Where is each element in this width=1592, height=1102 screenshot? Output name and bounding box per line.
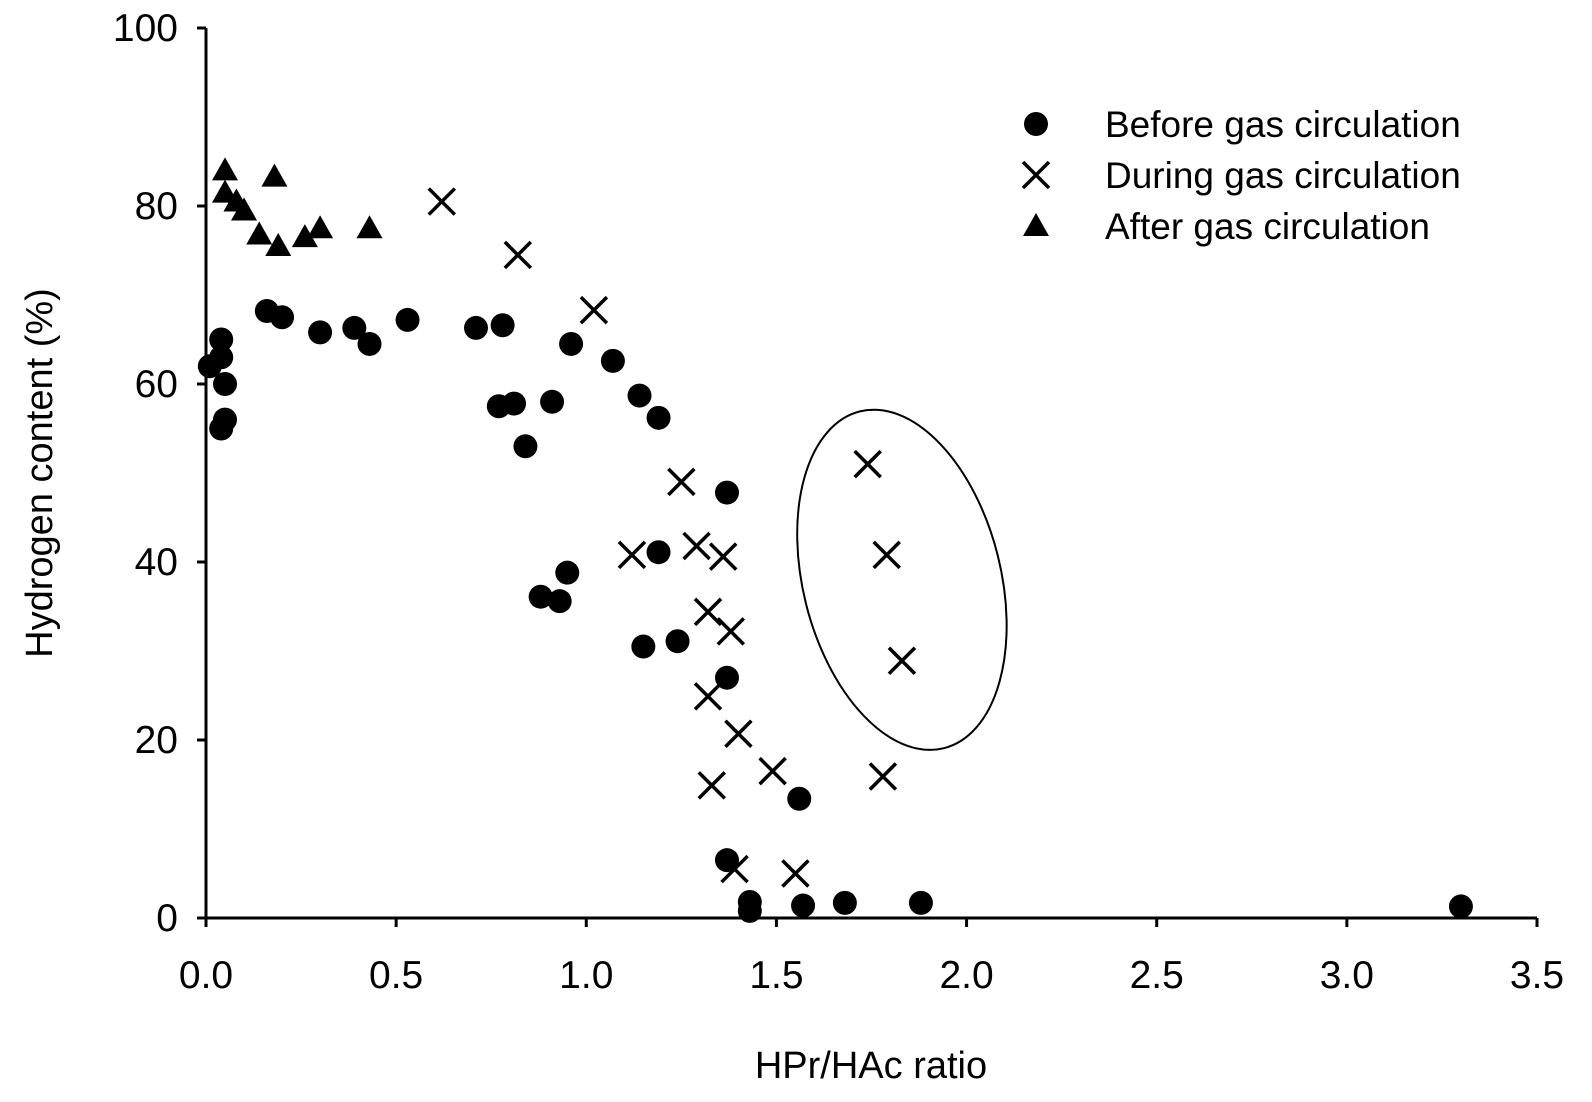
data-point-circle — [209, 416, 234, 441]
data-point-cross — [868, 762, 898, 791]
legend-marker-circle — [1024, 112, 1048, 136]
data-point-triangle — [261, 163, 288, 187]
y-ticks: 0 20 40 60 80 100 — [113, 7, 206, 940]
series-circle — [197, 299, 1473, 923]
data-point-circle — [555, 560, 580, 585]
highlight-ellipse — [796, 408, 1008, 751]
legend-marker-cross — [1021, 160, 1051, 190]
data-point-circle — [600, 348, 625, 373]
data-point-circle — [791, 893, 816, 918]
legend-label: Before gas circulation — [1105, 104, 1461, 145]
legend-label: After gas circulation — [1105, 206, 1430, 247]
data-point-circle — [1448, 894, 1473, 919]
data-points — [197, 157, 1473, 923]
y-axis-title: Hydrogen content (%) — [19, 288, 61, 658]
data-point-circle — [490, 313, 515, 338]
data-point-circle — [665, 629, 690, 654]
data-point-triangle — [231, 197, 258, 221]
data-point-cross — [716, 617, 746, 646]
data-point-circle — [646, 540, 671, 565]
y-tick-label: 0 — [156, 897, 178, 940]
x-tick-label: 3.0 — [1320, 954, 1374, 997]
data-point-cross — [617, 540, 647, 570]
data-point-cross — [720, 854, 749, 884]
data-point-circle — [547, 589, 572, 614]
data-point-circle — [540, 389, 565, 414]
x-tick-label: 2.0 — [939, 954, 993, 997]
data-point-circle — [270, 305, 295, 330]
data-point-circle — [528, 584, 553, 609]
series-triangle — [212, 157, 383, 257]
data-point-triangle — [307, 215, 334, 239]
data-point-circle — [627, 383, 652, 408]
data-point-cross — [887, 646, 917, 676]
data-point-cross — [872, 540, 901, 570]
data-point-triangle — [265, 233, 292, 257]
series-cross — [427, 187, 917, 888]
y-tick-label: 100 — [113, 7, 178, 50]
data-point-cross — [724, 719, 753, 749]
data-point-circle — [908, 890, 933, 915]
data-point-cross — [693, 597, 723, 627]
data-point-circle — [631, 634, 656, 659]
y-tick-label: 60 — [135, 363, 178, 406]
axes — [204, 28, 1537, 920]
data-point-cross — [781, 859, 810, 888]
x-tick-label: 1.0 — [559, 954, 613, 997]
x-tick-label: 0.5 — [369, 954, 423, 997]
x-axis-title: HPr/HAc ratio — [755, 1045, 987, 1087]
data-point-circle — [308, 320, 333, 345]
data-point-cross — [693, 682, 723, 711]
x-tick-label: 1.5 — [749, 954, 803, 997]
data-point-cross — [579, 295, 609, 325]
data-point-circle — [646, 405, 671, 430]
data-point-cross — [503, 240, 533, 270]
legend-item: Before gas circulation — [1024, 104, 1461, 145]
data-point-circle — [464, 315, 489, 340]
x-tick-label: 3.5 — [1510, 954, 1564, 997]
data-point-circle — [357, 331, 382, 356]
data-point-circle — [559, 331, 584, 356]
data-point-cross — [758, 756, 787, 786]
x-ticks: 0.0 0.5 1.0 1.5 2.0 2.5 3.0 3.5 — [179, 918, 1564, 997]
data-point-cross — [682, 531, 711, 561]
legend: Before gas circulation During gas circula… — [1021, 104, 1461, 247]
data-point-cross — [697, 771, 727, 800]
data-point-cross — [708, 542, 738, 571]
data-point-cross — [427, 187, 457, 216]
data-point-triangle — [212, 179, 239, 203]
data-point-circle — [502, 391, 527, 416]
data-point-circle — [209, 327, 234, 352]
data-point-triangle — [246, 221, 273, 245]
x-tick-label: 2.5 — [1130, 954, 1184, 997]
legend-item: During gas circulation — [1021, 155, 1461, 196]
y-tick-label: 40 — [135, 541, 178, 584]
data-point-circle — [737, 898, 762, 923]
data-point-triangle — [291, 224, 318, 248]
data-point-circle — [714, 480, 739, 505]
data-point-circle — [213, 372, 238, 396]
data-point-circle — [832, 890, 857, 915]
x-tick-label: 0.0 — [179, 954, 233, 997]
data-point-triangle — [212, 157, 239, 181]
annotations — [796, 408, 1008, 751]
data-point-circle — [395, 307, 420, 332]
legend-item: After gas circulation — [1023, 206, 1430, 247]
data-point-circle — [209, 345, 234, 370]
y-tick-label: 20 — [135, 719, 178, 762]
y-tick-label: 80 — [135, 185, 178, 228]
data-point-cross — [853, 449, 882, 479]
legend-marker-triangle — [1023, 213, 1049, 236]
legend-label: During gas circulation — [1105, 155, 1461, 196]
data-point-triangle — [356, 215, 383, 239]
data-point-circle — [513, 434, 538, 459]
data-point-cross — [667, 467, 696, 497]
data-point-circle — [787, 786, 812, 811]
data-point-circle — [342, 315, 367, 340]
